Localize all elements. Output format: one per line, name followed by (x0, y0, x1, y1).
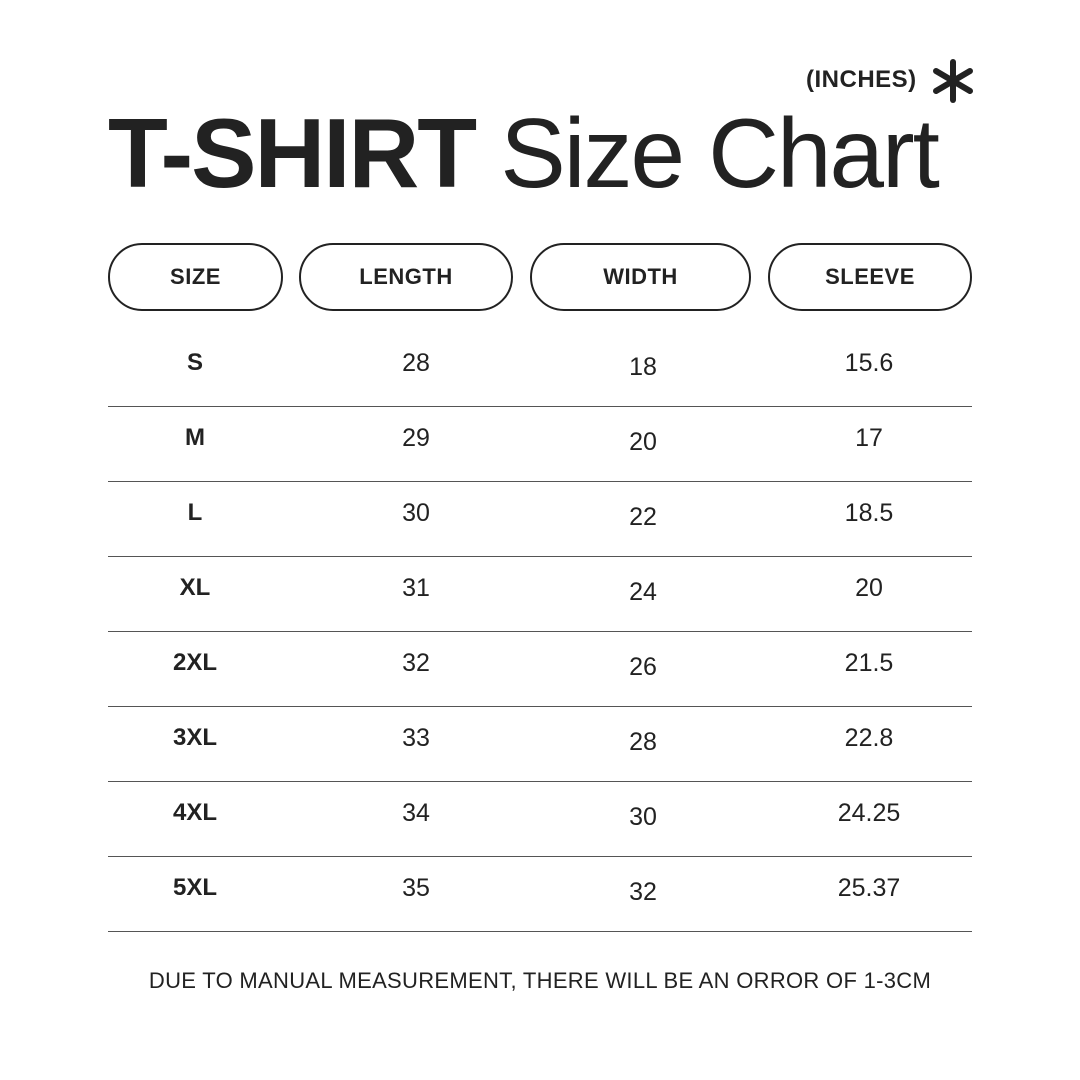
table-row: S 28 18 15.6 (108, 331, 972, 407)
header-width: WIDTH (530, 243, 751, 311)
length-cell: 35 (402, 874, 430, 902)
width-cell: 32 (629, 878, 657, 906)
length-cell: 33 (402, 724, 430, 752)
width-cell: 18 (629, 353, 657, 381)
sleeve-cell: 25.37 (837, 874, 901, 902)
width-cell: 30 (629, 803, 657, 831)
table-row: M 29 20 17 (108, 406, 972, 482)
header-sleeve: SLEEVE (768, 243, 972, 311)
header-length: LENGTH (299, 243, 513, 311)
sleeve-cell: 24.25 (837, 799, 901, 827)
page-title: T-SHIRT Size Chart (108, 98, 940, 208)
size-cell: 3XL (172, 724, 218, 751)
sleeve-cell: 21.5 (844, 649, 894, 677)
size-cell: 5XL (172, 874, 218, 901)
measurement-note: DUE TO MANUAL MEASUREMENT, THERE WILL BE… (148, 968, 932, 993)
length-cell: 29 (402, 424, 430, 452)
width-cell: 24 (629, 578, 657, 606)
size-cell: 4XL (172, 799, 218, 826)
length-cell: 30 (402, 499, 430, 527)
header-size: SIZE (108, 243, 283, 311)
length-cell: 31 (402, 574, 430, 602)
length-cell: 28 (402, 349, 430, 377)
table-row: XL 31 24 20 (108, 556, 972, 632)
size-cell: 2XL (172, 649, 218, 676)
title-regular: Size Chart (500, 98, 940, 208)
title-bold: T-SHIRT (108, 98, 477, 208)
table-row: 5XL 35 32 25.37 (108, 856, 972, 932)
size-cell: M (185, 424, 205, 451)
table-row: 3XL 33 28 22.8 (108, 706, 972, 782)
sleeve-cell: 18.5 (844, 499, 894, 527)
size-cell: S (186, 349, 204, 376)
length-cell: 32 (402, 649, 430, 677)
size-cell: L (187, 499, 203, 526)
table-row: 2XL 32 26 21.5 (108, 631, 972, 707)
width-cell: 22 (629, 503, 657, 531)
width-cell: 20 (629, 428, 657, 456)
length-cell: 34 (402, 799, 430, 827)
asterisk-icon (933, 59, 973, 103)
sleeve-cell: 20 (855, 574, 883, 602)
size-cell: XL (179, 574, 211, 601)
units-label: (INCHES) (806, 66, 917, 93)
table-row: 4XL 34 30 24.25 (108, 781, 972, 857)
sleeve-cell: 15.6 (844, 349, 894, 377)
table-row: L 30 22 18.5 (108, 481, 972, 557)
sleeve-cell: 22.8 (844, 724, 894, 752)
sleeve-cell: 17 (855, 424, 883, 452)
width-cell: 26 (629, 653, 657, 681)
width-cell: 28 (629, 728, 657, 756)
